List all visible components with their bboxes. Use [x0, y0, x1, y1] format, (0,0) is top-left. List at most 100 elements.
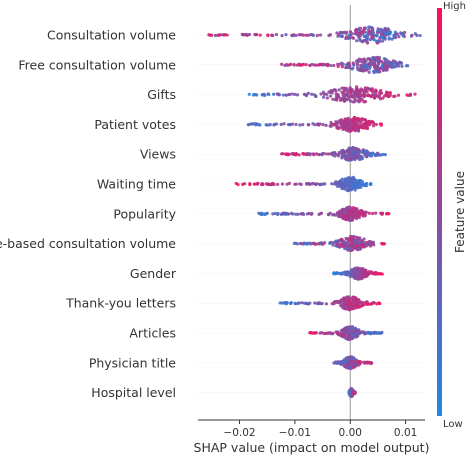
shap-point: [321, 63, 325, 67]
shap-point: [360, 98, 364, 102]
shap-point: [393, 60, 398, 64]
shap-point: [350, 208, 355, 212]
shap-point: [353, 188, 357, 192]
shap-point: [351, 299, 355, 303]
shap-point: [343, 180, 347, 184]
shap-point: [358, 274, 362, 278]
shap-point: [347, 218, 351, 222]
shap-point: [328, 241, 332, 245]
shap-point: [287, 122, 291, 127]
shap-point: [383, 26, 387, 31]
shap-point: [393, 30, 397, 34]
shap-point: [335, 98, 339, 102]
shap-point: [368, 332, 373, 336]
shap-point: [351, 117, 355, 121]
shap-point: [318, 182, 322, 186]
shap-point: [284, 302, 289, 306]
shap-point: [307, 241, 311, 245]
shap-point: [365, 126, 370, 131]
shap-point: [378, 272, 382, 276]
shap-point: [373, 330, 377, 334]
shap-point: [314, 63, 318, 67]
shap-point: [363, 268, 368, 272]
shap-point: [276, 182, 280, 187]
shap-point: [252, 182, 256, 186]
shap-point: [254, 32, 258, 37]
shap-point: [355, 275, 359, 280]
shap-point: [383, 37, 387, 41]
shap-point: [347, 337, 352, 341]
shap-points: [207, 25, 422, 398]
shap-point: [349, 90, 353, 94]
shap-point: [366, 94, 370, 98]
shap-point: [357, 359, 361, 363]
shap-point: [254, 123, 258, 127]
shap-point: [362, 61, 366, 65]
shap-point: [346, 326, 350, 330]
x-tick-label: −0.02: [223, 427, 255, 439]
shap-point: [345, 117, 349, 122]
shap-point: [335, 31, 339, 35]
shap-point: [301, 33, 306, 37]
shap-point: [342, 215, 346, 219]
shap-point: [385, 66, 389, 70]
shap-point: [355, 63, 360, 67]
shap-point: [290, 122, 295, 126]
shap-point: [314, 94, 318, 99]
shap-point: [344, 35, 349, 39]
shap-point: [374, 122, 379, 127]
shap-point: [336, 154, 340, 158]
shap-point: [338, 333, 342, 337]
shap-point: [352, 185, 357, 189]
shap-point: [383, 64, 387, 68]
shap-point: [362, 26, 366, 30]
shap-point: [358, 26, 363, 30]
shap-point: [339, 150, 343, 154]
shap-point: [365, 274, 369, 278]
shap-point: [346, 214, 350, 218]
shap-point: [310, 92, 314, 96]
feature-label: Free consultation volume: [18, 57, 176, 72]
shap-point: [339, 211, 343, 215]
shap-point: [334, 360, 338, 365]
shap-point: [381, 61, 385, 65]
shap-point: [408, 92, 413, 96]
shap-point: [361, 148, 365, 152]
shap-point: [359, 67, 363, 72]
shap-point: [328, 94, 333, 98]
shap-point: [377, 59, 381, 63]
shap-point: [311, 122, 315, 126]
shap-point: [328, 33, 332, 37]
shap-point: [287, 92, 292, 97]
shap-point: [359, 156, 363, 160]
shap-point: [337, 88, 341, 92]
shap-point: [352, 149, 357, 153]
shap-point: [350, 128, 355, 132]
shap-point: [350, 337, 354, 341]
shap-point: [383, 59, 388, 63]
shap-point: [348, 334, 352, 338]
shap-point: [338, 180, 342, 185]
shap-point: [343, 330, 347, 334]
shap-point: [352, 246, 356, 250]
shap-point: [342, 30, 346, 34]
shap-point: [352, 234, 356, 239]
shap-point: [339, 118, 344, 122]
shap-point: [364, 152, 368, 156]
shap-point: [306, 123, 311, 127]
shap-point: [333, 151, 337, 155]
shap-point: [352, 115, 357, 119]
shap-point: [334, 240, 338, 244]
shap-point: [348, 156, 352, 161]
shap-point: [331, 243, 335, 247]
shap-point: [304, 241, 308, 245]
shap-point: [357, 214, 361, 218]
shap-point: [348, 99, 353, 103]
shap-point: [354, 210, 358, 214]
shap-point: [355, 94, 360, 98]
shap-point: [390, 63, 394, 67]
shap-point: [324, 302, 328, 306]
shap-point: [362, 361, 366, 365]
shap-point: [371, 93, 375, 97]
